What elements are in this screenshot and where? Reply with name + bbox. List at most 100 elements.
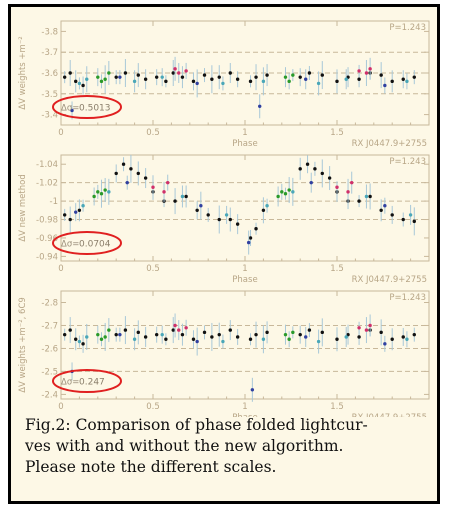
data-point — [379, 73, 383, 77]
chart-panel-3: 0 0.5 1 1.5 -2.8 -2.7 -2.6 -2.5 -2.4 ΔV weights +… — [18, 290, 430, 417]
data-point — [154, 75, 159, 79]
x-tick-label: 1 — [242, 128, 247, 138]
x-tick-label: 0 — [58, 402, 63, 412]
sigma-symbol: Δσ= — [61, 378, 79, 388]
data-point — [136, 73, 140, 77]
data-point — [143, 77, 148, 81]
data-point — [291, 330, 295, 335]
y-tick-label: -2.8 — [41, 298, 58, 308]
highlight-label: 0.247 — [79, 378, 105, 388]
data-point — [136, 330, 140, 335]
data-point — [401, 217, 405, 222]
data-point — [408, 213, 413, 217]
data-point — [304, 77, 308, 81]
data-point — [320, 330, 324, 335]
data-point — [62, 75, 67, 79]
chart-panel-1: 0 0.5 1 1.5 -3.8 -3.7 -3.6 -3.5 -3.4 ΔV weights +… — [18, 20, 430, 149]
data-point — [357, 326, 361, 330]
data-point — [412, 219, 416, 224]
data-point — [81, 83, 85, 88]
data-point — [265, 330, 269, 335]
data-point — [99, 337, 104, 341]
data-point — [103, 335, 107, 339]
data-point — [96, 75, 100, 79]
data-point — [114, 332, 118, 337]
sigma-symbol: Δσ= — [61, 104, 79, 114]
period-label: P=1.243 — [389, 293, 426, 303]
caption-line-2: ves with and without the new algorithm. — [25, 437, 344, 455]
x-tick-label: 0 — [58, 264, 63, 274]
data-point — [68, 71, 72, 75]
data-point — [177, 71, 181, 75]
data-point — [298, 167, 302, 171]
data-point — [206, 213, 210, 217]
x-tick-label: 1.5 — [330, 128, 344, 138]
data-point — [344, 335, 348, 339]
data-point — [81, 203, 85, 208]
data-point — [99, 79, 104, 84]
data-point — [143, 335, 148, 339]
data-point — [298, 75, 302, 79]
x-axis-label: Phase — [232, 413, 257, 417]
data-point — [118, 75, 122, 79]
data-point — [258, 104, 262, 108]
data-point — [383, 342, 387, 346]
data-point — [401, 335, 405, 339]
data-point — [160, 332, 164, 337]
data-point — [114, 171, 118, 176]
data-point — [357, 199, 361, 203]
data-point — [129, 167, 133, 171]
data-point — [316, 339, 321, 344]
data-point — [335, 79, 339, 84]
data-point — [123, 71, 128, 75]
data-point — [173, 199, 177, 203]
object-label: RX J0447.9+2755 — [352, 275, 427, 285]
data-point — [357, 69, 361, 73]
data-point — [154, 332, 159, 337]
data-point — [77, 81, 82, 86]
data-point — [160, 75, 164, 79]
data-point — [103, 188, 107, 192]
data-point — [235, 335, 240, 339]
data-point — [162, 190, 166, 194]
data-point — [136, 171, 140, 176]
data-point — [228, 217, 232, 222]
y-tick-label: -0.96 — [36, 234, 58, 244]
x-tick-label: 0.5 — [146, 128, 160, 138]
data-point — [151, 185, 155, 189]
data-point — [305, 162, 310, 166]
data-point — [248, 337, 253, 341]
data-point — [103, 77, 107, 81]
data-point — [171, 71, 175, 75]
data-point — [235, 77, 240, 81]
y-tick-label: -0.98 — [36, 216, 58, 226]
data-point — [173, 323, 177, 328]
data-point — [261, 208, 266, 213]
x-tick-label: 0.5 — [146, 264, 160, 274]
data-point — [307, 71, 312, 75]
data-point — [379, 330, 383, 335]
data-point — [261, 337, 266, 341]
data-point — [74, 79, 78, 84]
data-point — [254, 227, 258, 231]
data-point — [335, 337, 339, 341]
data-point — [118, 332, 122, 337]
y-tick-label: -1 — [50, 197, 58, 207]
data-point — [85, 77, 89, 81]
data-point — [184, 194, 188, 199]
data-point — [364, 194, 369, 199]
data-point — [221, 339, 225, 344]
data-point — [412, 332, 416, 337]
data-point — [235, 222, 240, 226]
y-axis-label: ΔV weights +m⁻², 6C9 — [18, 297, 28, 393]
data-point — [412, 75, 416, 79]
x-axis-label: Phase — [232, 139, 257, 149]
data-point — [195, 339, 199, 344]
data-point — [364, 71, 369, 75]
data-point — [199, 203, 203, 208]
highlight-ellipse — [52, 231, 122, 255]
data-point — [283, 192, 288, 196]
y-tick-label: -2.6 — [41, 344, 58, 354]
data-point — [364, 328, 369, 332]
data-point — [368, 323, 372, 328]
